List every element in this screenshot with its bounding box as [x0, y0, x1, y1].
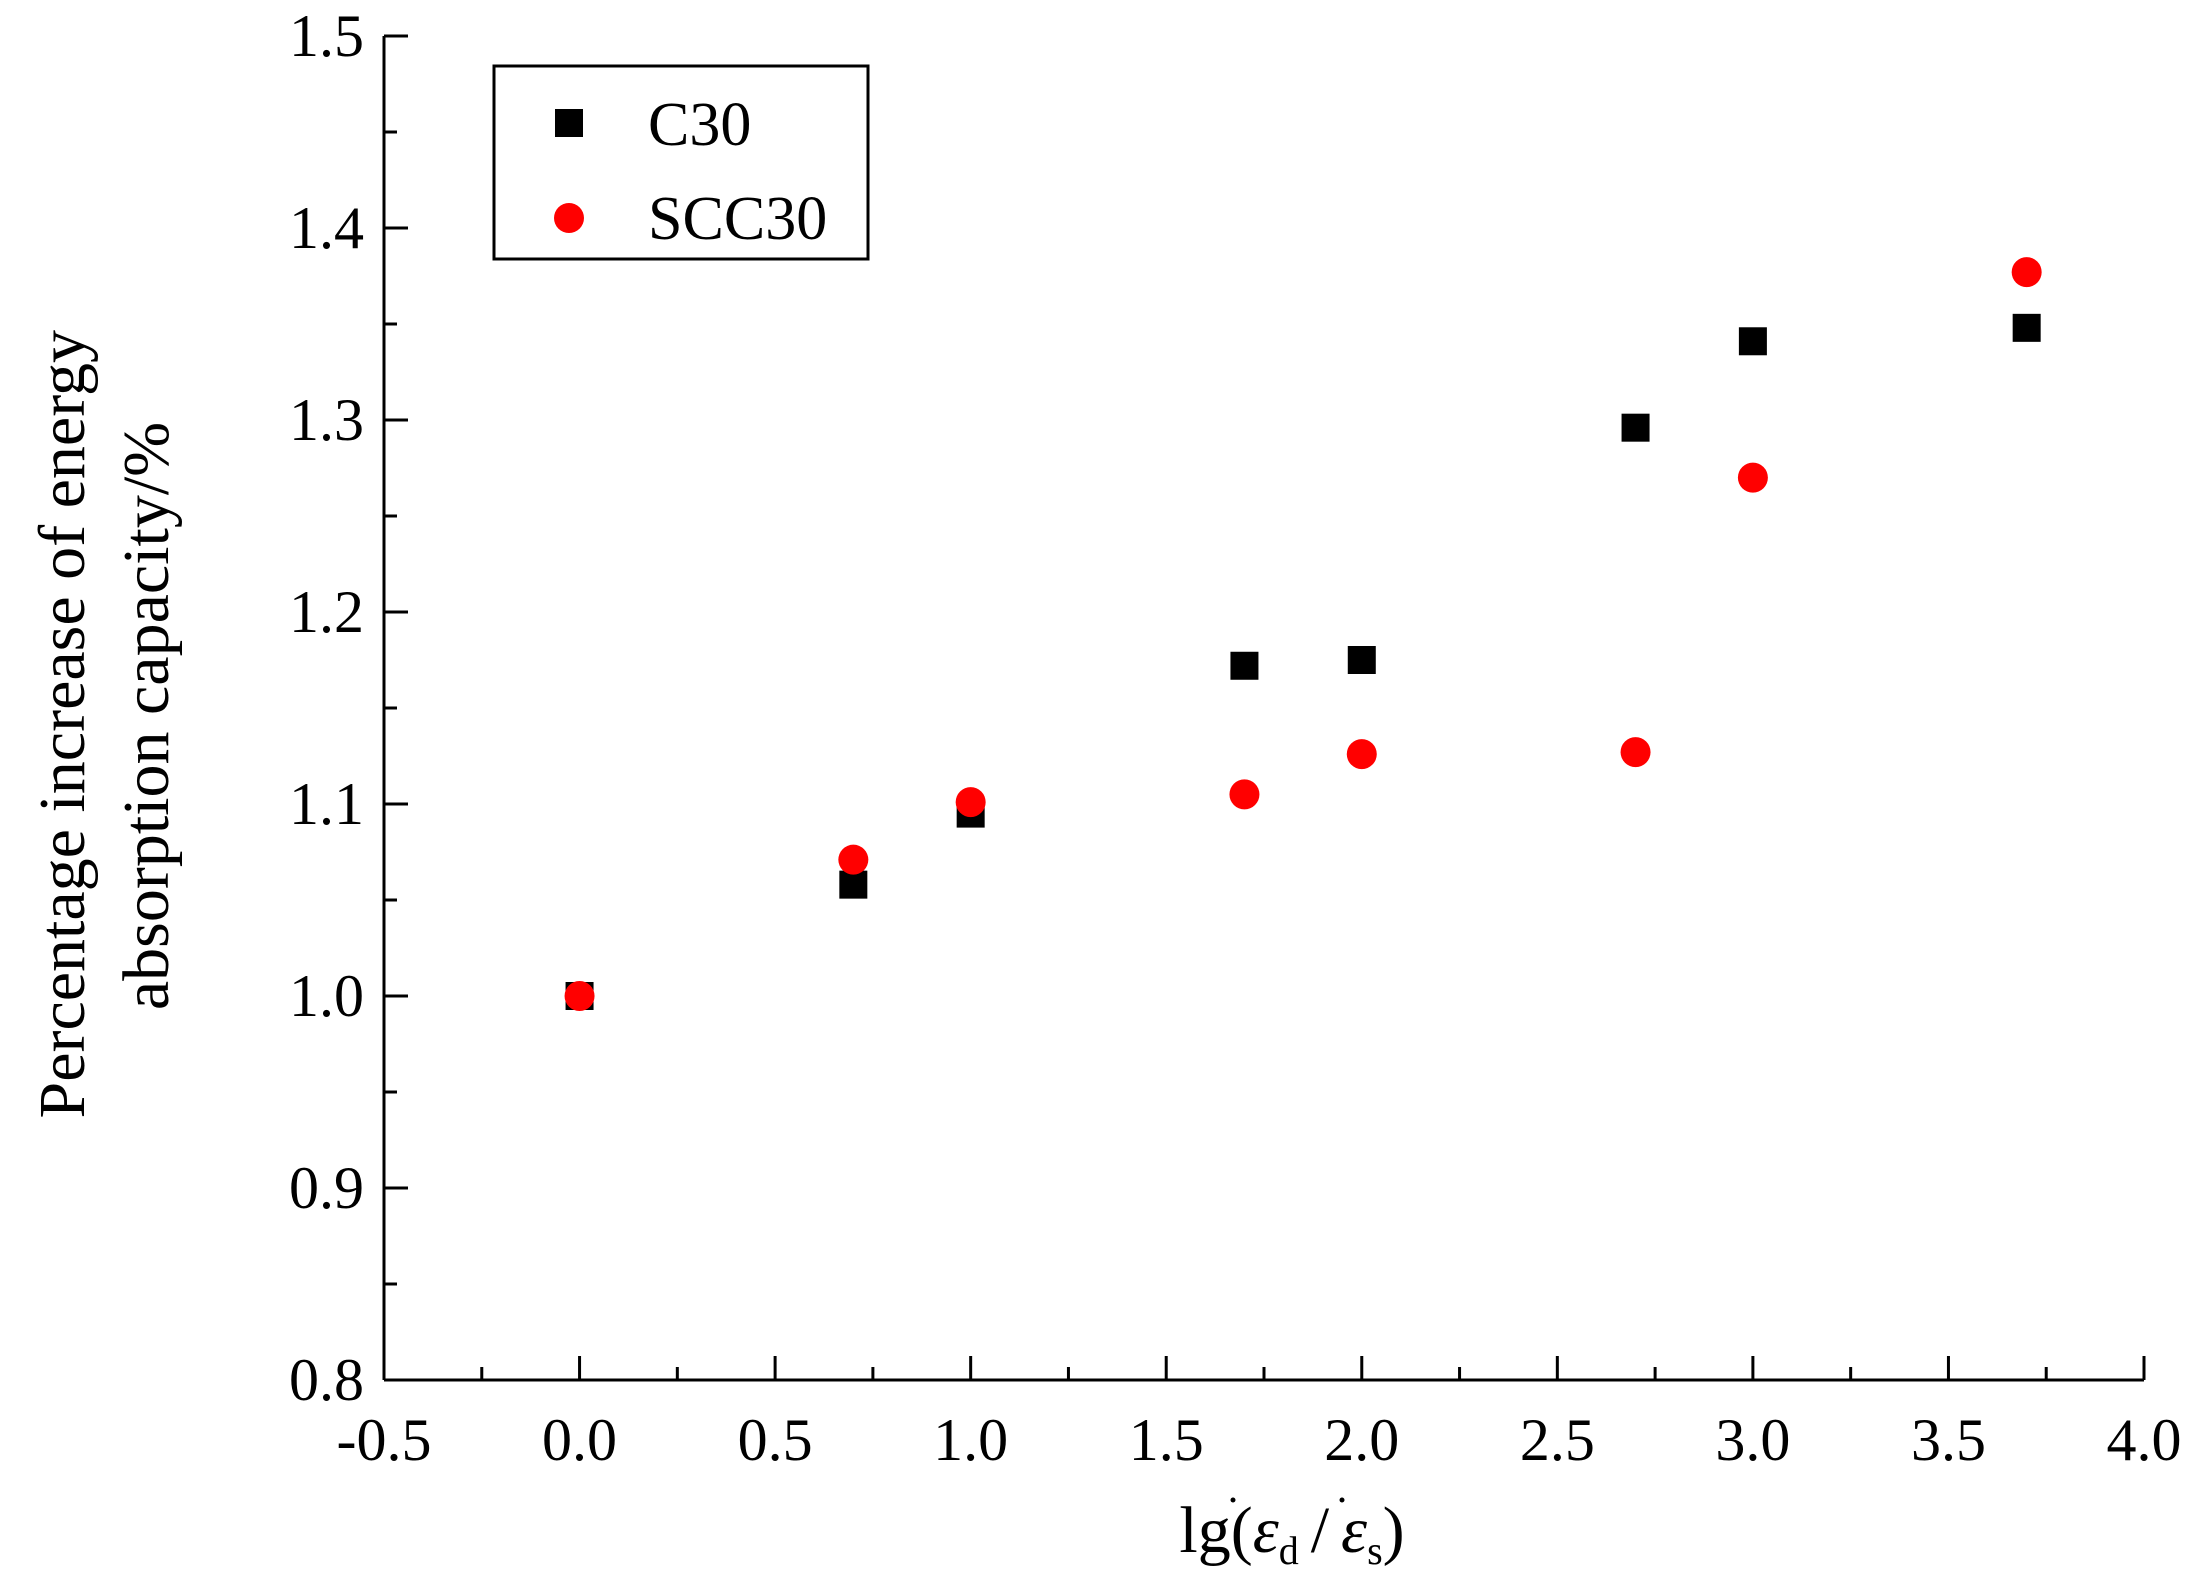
data-point-scc30 — [955, 787, 986, 818]
y-tick-label: 0.8 — [289, 1347, 364, 1413]
axes: -0.5 0.0 0.5 1.0 1.5 2.0 2.5 3.0 3.5 4.0 0.8 0.9 1.0… — [289, 3, 2182, 1473]
x-axis-title-epsilon-d: ε — [1253, 1494, 1279, 1567]
epsilon-dot-d — [1230, 1497, 1236, 1503]
x-axis-title-slash: / — [1311, 1494, 1330, 1567]
data-point-scc30 — [1620, 737, 1651, 768]
y-tick-label: 1.2 — [289, 579, 364, 645]
x-axis-title-prefix: lg( — [1179, 1494, 1252, 1567]
y-tick-label: 0.9 — [289, 1155, 364, 1221]
data-point-scc30 — [1229, 779, 1260, 810]
x-axis-title-rate-dots — [1230, 1497, 1345, 1503]
legend-box — [492, 64, 870, 261]
data-point-scc30 — [1346, 739, 1377, 770]
x-axis-title-subscript-s: s — [1367, 1528, 1383, 1573]
legend-label-c30: C30 — [648, 91, 751, 159]
data-point-scc30 — [1737, 462, 1768, 493]
x-axis-title-subscript-d: d — [1279, 1528, 1299, 1573]
y-tick-label: 1.3 — [289, 387, 364, 453]
y-axis-title-line-2: absorption capacity/% — [110, 422, 183, 1010]
y-axis-title: Percentage increase of energy absorption… — [26, 313, 183, 1118]
x-tick-label: 0.5 — [738, 1407, 813, 1473]
x-tick-label: 3.5 — [1911, 1407, 1986, 1473]
y-tick-label: 1.4 — [289, 195, 364, 261]
data-point-c30 — [1230, 651, 1259, 680]
x-tick-label: 2.0 — [1324, 1407, 1399, 1473]
x-tick-label: 1.5 — [1129, 1407, 1204, 1473]
x-axis-title-suffix: ) — [1383, 1494, 1405, 1567]
x-tick-label: 2.5 — [1520, 1407, 1595, 1473]
data-point-scc30 — [838, 844, 869, 875]
x-axis-title-epsilon-s: ε — [1341, 1494, 1367, 1567]
data-point-scc30 — [2011, 257, 2042, 288]
legend-marker-scc30 — [554, 203, 584, 233]
x-tick-label: 0.0 — [542, 1407, 617, 1473]
x-tick-label: 4.0 — [2107, 1407, 2182, 1473]
y-tick-label: 1.0 — [289, 963, 364, 1029]
x-tick-label: -0.5 — [337, 1407, 432, 1473]
y-tick-label: 1.5 — [289, 3, 364, 69]
legend-label-scc30: SCC30 — [648, 185, 827, 253]
y-tick-label: 1.1 — [289, 771, 364, 837]
data-point-c30 — [1347, 646, 1376, 674]
data-series — [564, 257, 2042, 1011]
data-point-scc30 — [564, 981, 595, 1011]
x-axis-title: lg(εd / εs) — [1179, 1494, 1404, 1573]
epsilon-dot-s — [1339, 1497, 1345, 1503]
data-point-c30 — [1738, 327, 1767, 356]
y-axis-title-line-1: Percentage increase of energy — [26, 330, 99, 1119]
legend-marker-c30 — [555, 109, 583, 137]
x-tick-label: 3.0 — [1715, 1407, 1790, 1473]
x-tick-label: 1.0 — [933, 1407, 1008, 1473]
data-point-c30 — [839, 870, 868, 899]
data-point-c30 — [2012, 313, 2041, 342]
data-point-c30 — [1621, 413, 1650, 442]
legend: C30 SCC30 — [492, 64, 870, 261]
